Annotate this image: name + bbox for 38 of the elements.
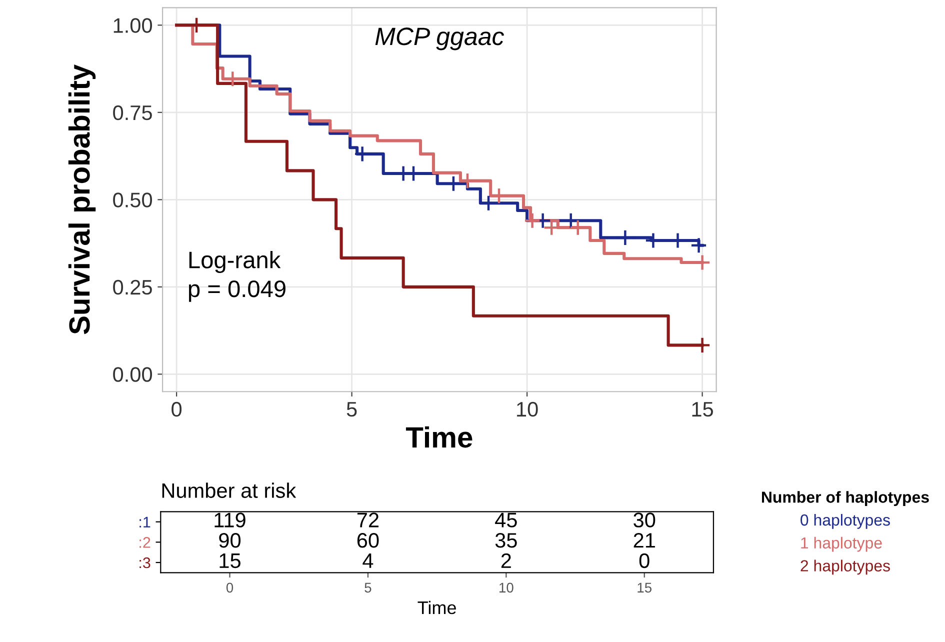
- chart-title: Number at risk: [162, 482, 296, 498]
- legend-title: Number of haplotypes: [762, 491, 929, 506]
- data-label: 21: [634, 533, 655, 548]
- data-label: 15: [220, 554, 240, 568]
- annotation: Log-rank p = 0.049: [188, 251, 286, 302]
- y-tick-label: 0.50: [113, 192, 152, 208]
- x-tick-label: 10: [500, 582, 514, 593]
- y-tick-label: 0.75: [113, 105, 152, 120]
- text: 2 haplotypes: [800, 560, 890, 575]
- x-tick-label: 5: [346, 402, 357, 417]
- x-tick-label: 0: [226, 582, 234, 593]
- data-label: 119: [214, 512, 246, 528]
- data-label: 45: [495, 512, 517, 528]
- x-tick-label: 10: [517, 402, 538, 417]
- x-tick-label: 5: [364, 582, 372, 593]
- y-tick-label: :2: [140, 537, 150, 548]
- data-label: 35: [495, 533, 517, 548]
- y-tick-label: :1: [140, 516, 150, 528]
- text: 0 haplotypes: [800, 514, 890, 529]
- data-label: 72: [357, 512, 378, 528]
- y-axis-title: Survival probability: [68, 64, 96, 334]
- text: 1 haplotype: [801, 536, 882, 552]
- x-tick-label: 0: [172, 402, 182, 417]
- x-axis-title: Time: [418, 600, 456, 614]
- y-tick-label: 1.00: [114, 18, 152, 33]
- x-axis-title: Time: [406, 426, 472, 448]
- y-tick-label: :3: [140, 557, 150, 568]
- data-label: 2: [501, 553, 511, 568]
- y-tick-label: 0.00: [113, 367, 152, 382]
- y-tick-label: 0.25: [113, 280, 152, 295]
- x-tick-label: 15: [692, 402, 714, 417]
- data-label: 4: [362, 554, 374, 568]
- data-label: 0: [639, 553, 650, 568]
- x-tick-label: 15: [638, 582, 652, 593]
- data-label: 30: [634, 512, 656, 528]
- text: MCP ggaac: [375, 28, 504, 50]
- data-label: 60: [357, 533, 379, 548]
- data-label: 90: [219, 533, 241, 548]
